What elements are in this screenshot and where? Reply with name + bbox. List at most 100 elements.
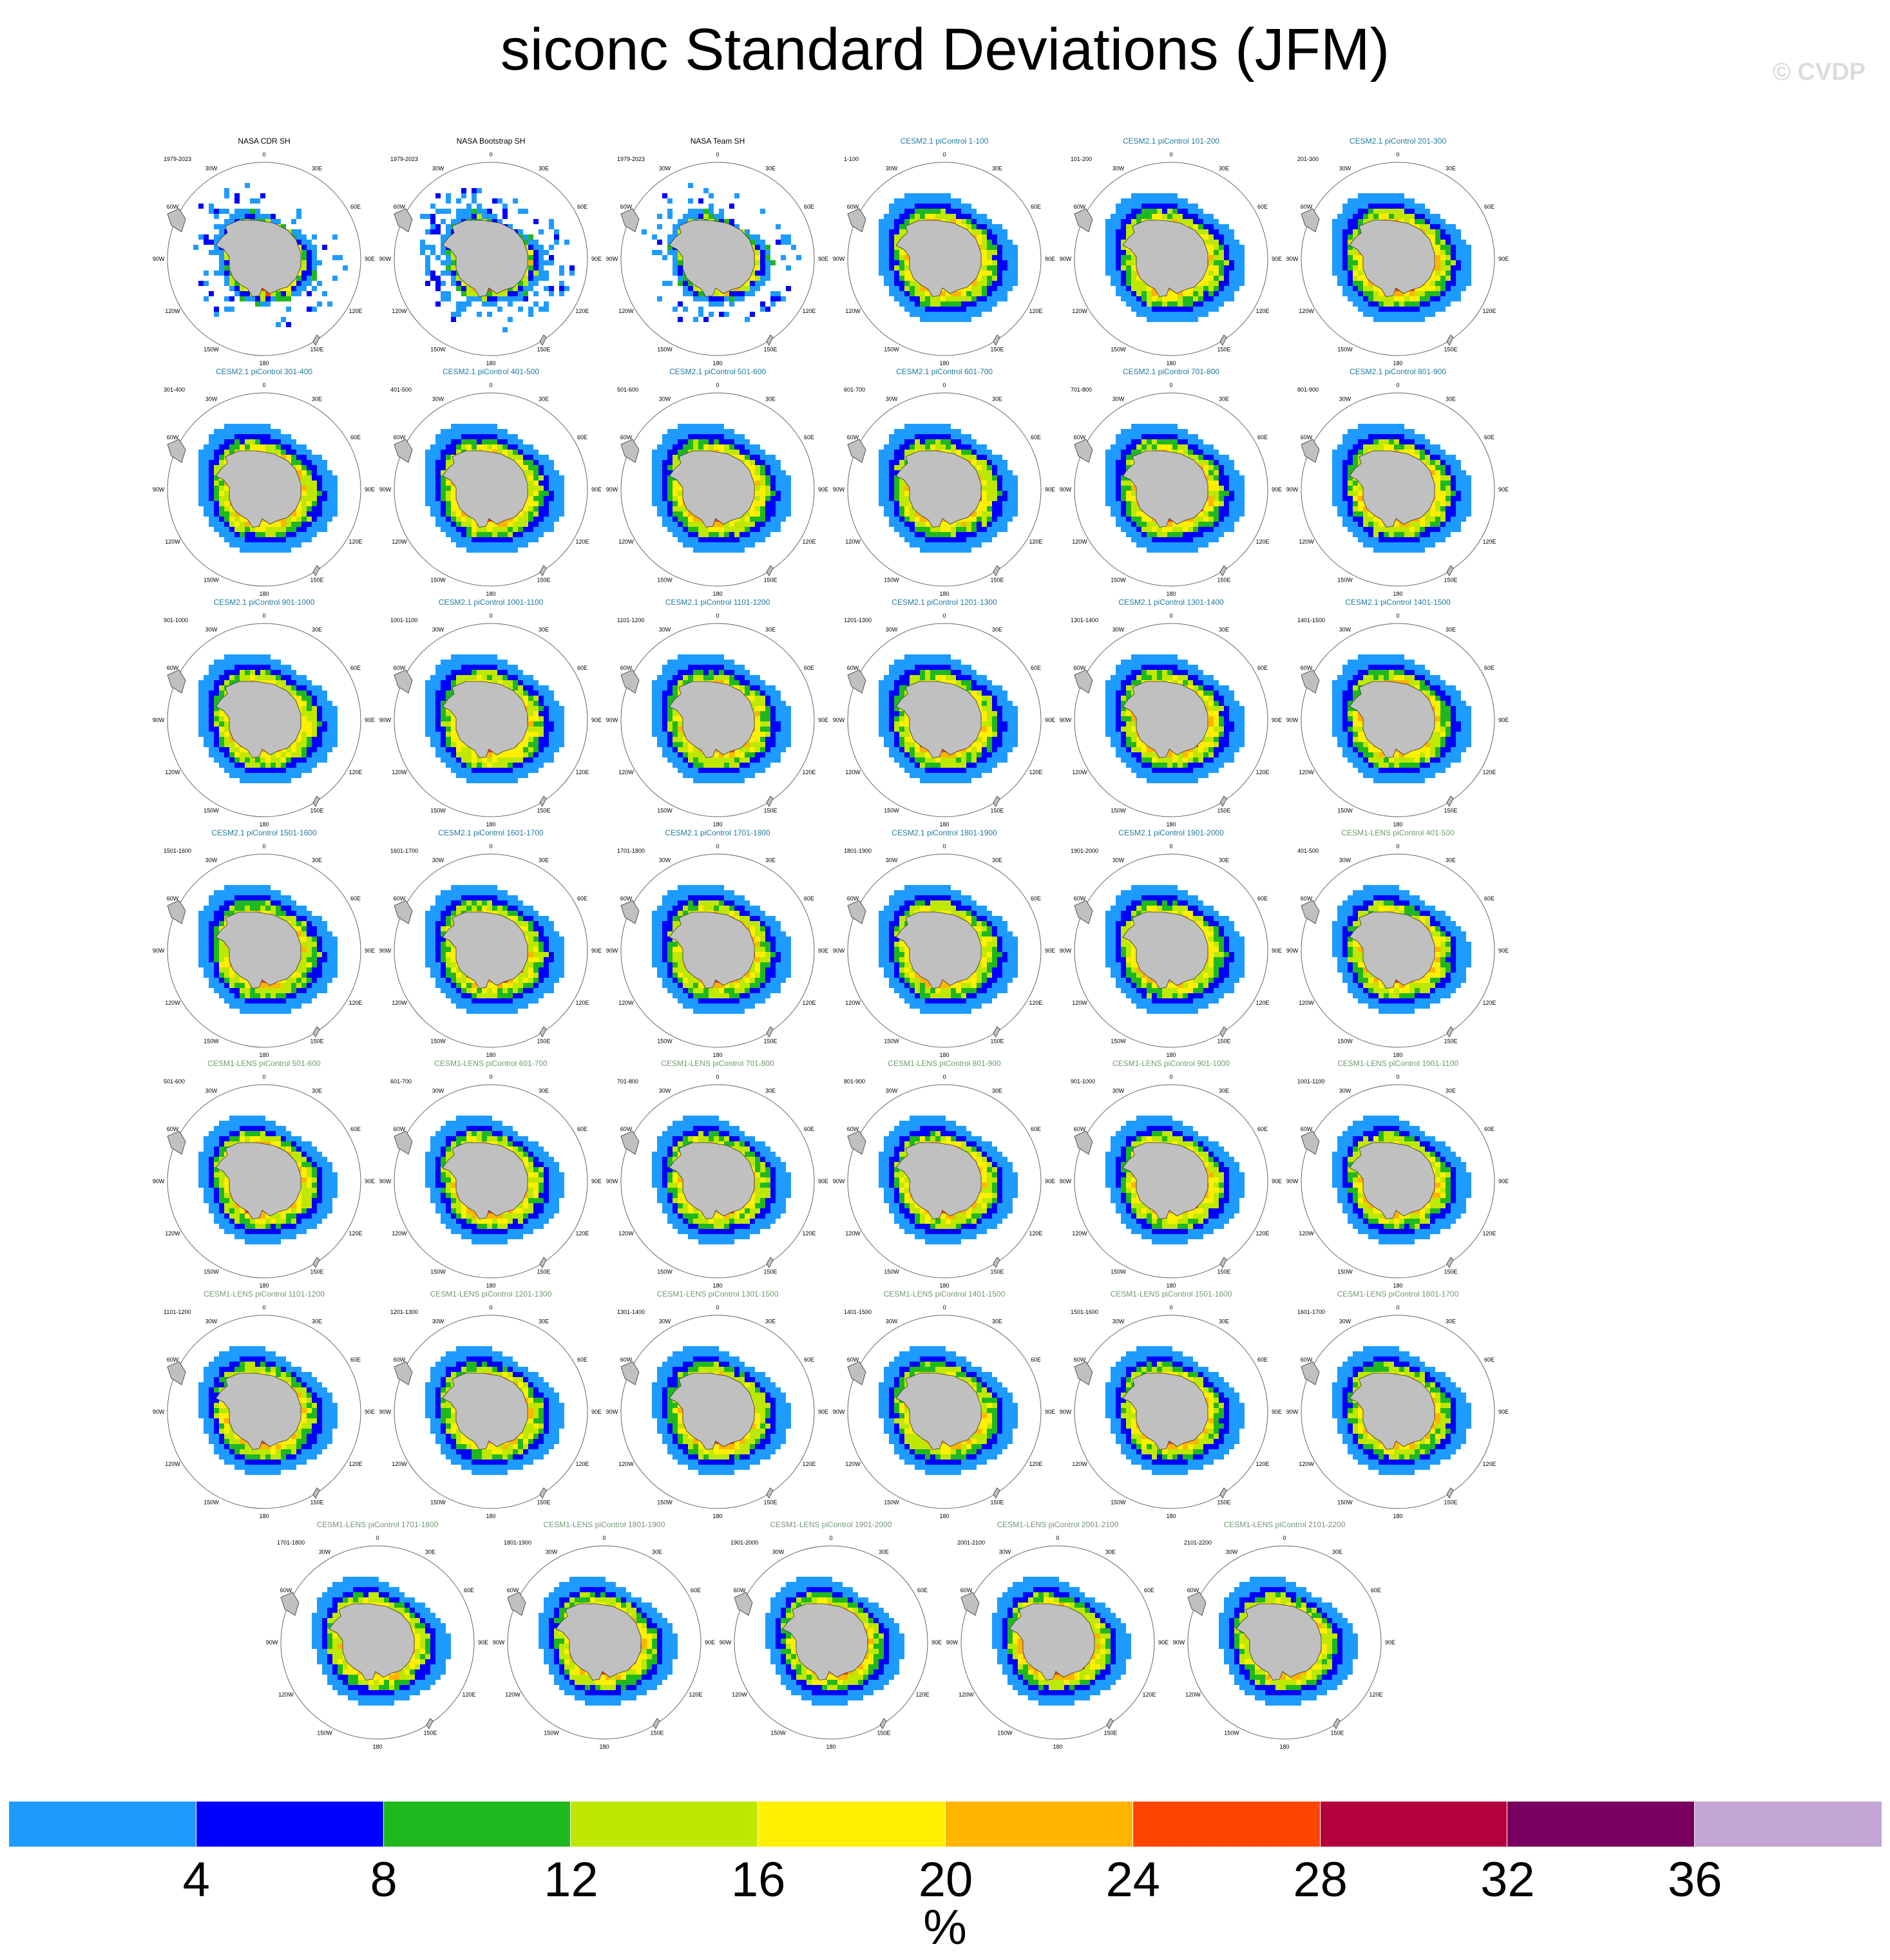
grid-cell [961,224,966,229]
grid-cell [1193,434,1198,439]
grid-cell [1394,307,1399,312]
grid-cell [1451,470,1456,475]
grid-cell [745,537,750,542]
grid-cell [997,296,1002,301]
grid-cell [1002,527,1007,532]
grid-cell [1208,224,1214,229]
grid-cell [765,455,770,460]
grid-cell [750,460,755,465]
grid-cell [940,204,946,209]
grid-cell [961,450,966,455]
grid-cell [977,301,982,307]
grid-cell [719,547,724,553]
grid-cell [966,517,971,522]
grid-cell [441,465,446,470]
grid-cell [1466,506,1471,511]
grid-cell [1415,307,1420,312]
grid-cell [770,496,776,501]
grid-cell [472,291,477,296]
grid-cell [982,455,987,460]
grid-cell [673,434,678,439]
grid-cell [1152,434,1157,439]
grid-cell [899,234,904,240]
grid-cell [966,444,971,450]
grid-cell [276,532,281,537]
grid-cell [1203,240,1208,245]
grid-cell [1342,434,1348,439]
grid-cell [446,501,451,506]
grid-cell [1136,517,1141,522]
grid-cell [1363,193,1368,198]
grid-cell [1435,234,1440,240]
grid-cell [1415,286,1420,291]
grid-cell [678,260,683,265]
grid-cell [281,455,286,460]
grid-cell [997,522,1002,527]
grid-cell [884,470,889,475]
grid-cell [1425,281,1430,286]
grid-cell [673,511,678,517]
grid-cell [1425,312,1430,317]
grid-cell [466,204,472,209]
grid-cell [1007,286,1013,291]
grid-cell [884,229,889,234]
grid-cell [1214,460,1219,465]
grid-cell [1368,511,1373,517]
grid-cell [1440,291,1446,296]
grid-cell [482,532,487,537]
grid-cell [1131,271,1136,276]
grid-cell [997,506,1002,511]
grid-cell [1224,522,1229,527]
grid-cell [982,465,987,470]
grid-cell [1415,214,1420,219]
grid-cell [1425,209,1430,214]
grid-cell [894,296,899,301]
grid-cell [729,219,734,224]
grid-cell [271,434,276,439]
grid-cell [889,219,894,224]
grid-cell [920,542,925,547]
grid-cell [1214,229,1219,234]
grid-cell [1342,460,1348,465]
grid-cell [961,527,966,532]
grid-cell [1111,491,1116,496]
grid-cell [322,517,327,522]
grid-cell [281,296,286,301]
grid-cell [1425,455,1430,460]
grid-cell [1363,204,1368,209]
grid-cell [673,496,678,501]
grid-cell [451,434,456,439]
grid-cell [1219,245,1224,250]
grid-cell [750,276,755,281]
grid-cell [1430,296,1435,301]
grid-cell [770,470,776,475]
grid-cell [884,265,889,271]
grid-cell [946,434,951,439]
grid-cell [1152,296,1157,301]
grid-cell [1415,439,1420,444]
grid-cell [1214,480,1219,486]
grid-cell [286,522,291,527]
grid-cell [513,291,518,296]
grid-cell [1214,271,1219,276]
grid-cell [1348,511,1353,517]
grid-cell [1111,470,1116,475]
grid-cell [508,450,513,455]
grid-cell [1420,450,1425,455]
grid-cell [1229,250,1234,255]
grid-cell [1224,506,1229,511]
grid-cell [441,501,446,506]
grid-cell [776,501,781,506]
grid-cell [904,434,910,439]
grid-cell [1224,475,1229,480]
grid-cell [1337,444,1342,450]
grid-cell [667,245,673,250]
grid-cell [796,255,801,260]
grid-cell [1234,486,1239,491]
grid-cell [240,439,245,444]
grid-cell [1358,501,1363,506]
grid-cell [513,532,518,537]
grid-cell [673,455,678,460]
grid-cell [430,276,435,281]
grid-cell [910,281,915,286]
